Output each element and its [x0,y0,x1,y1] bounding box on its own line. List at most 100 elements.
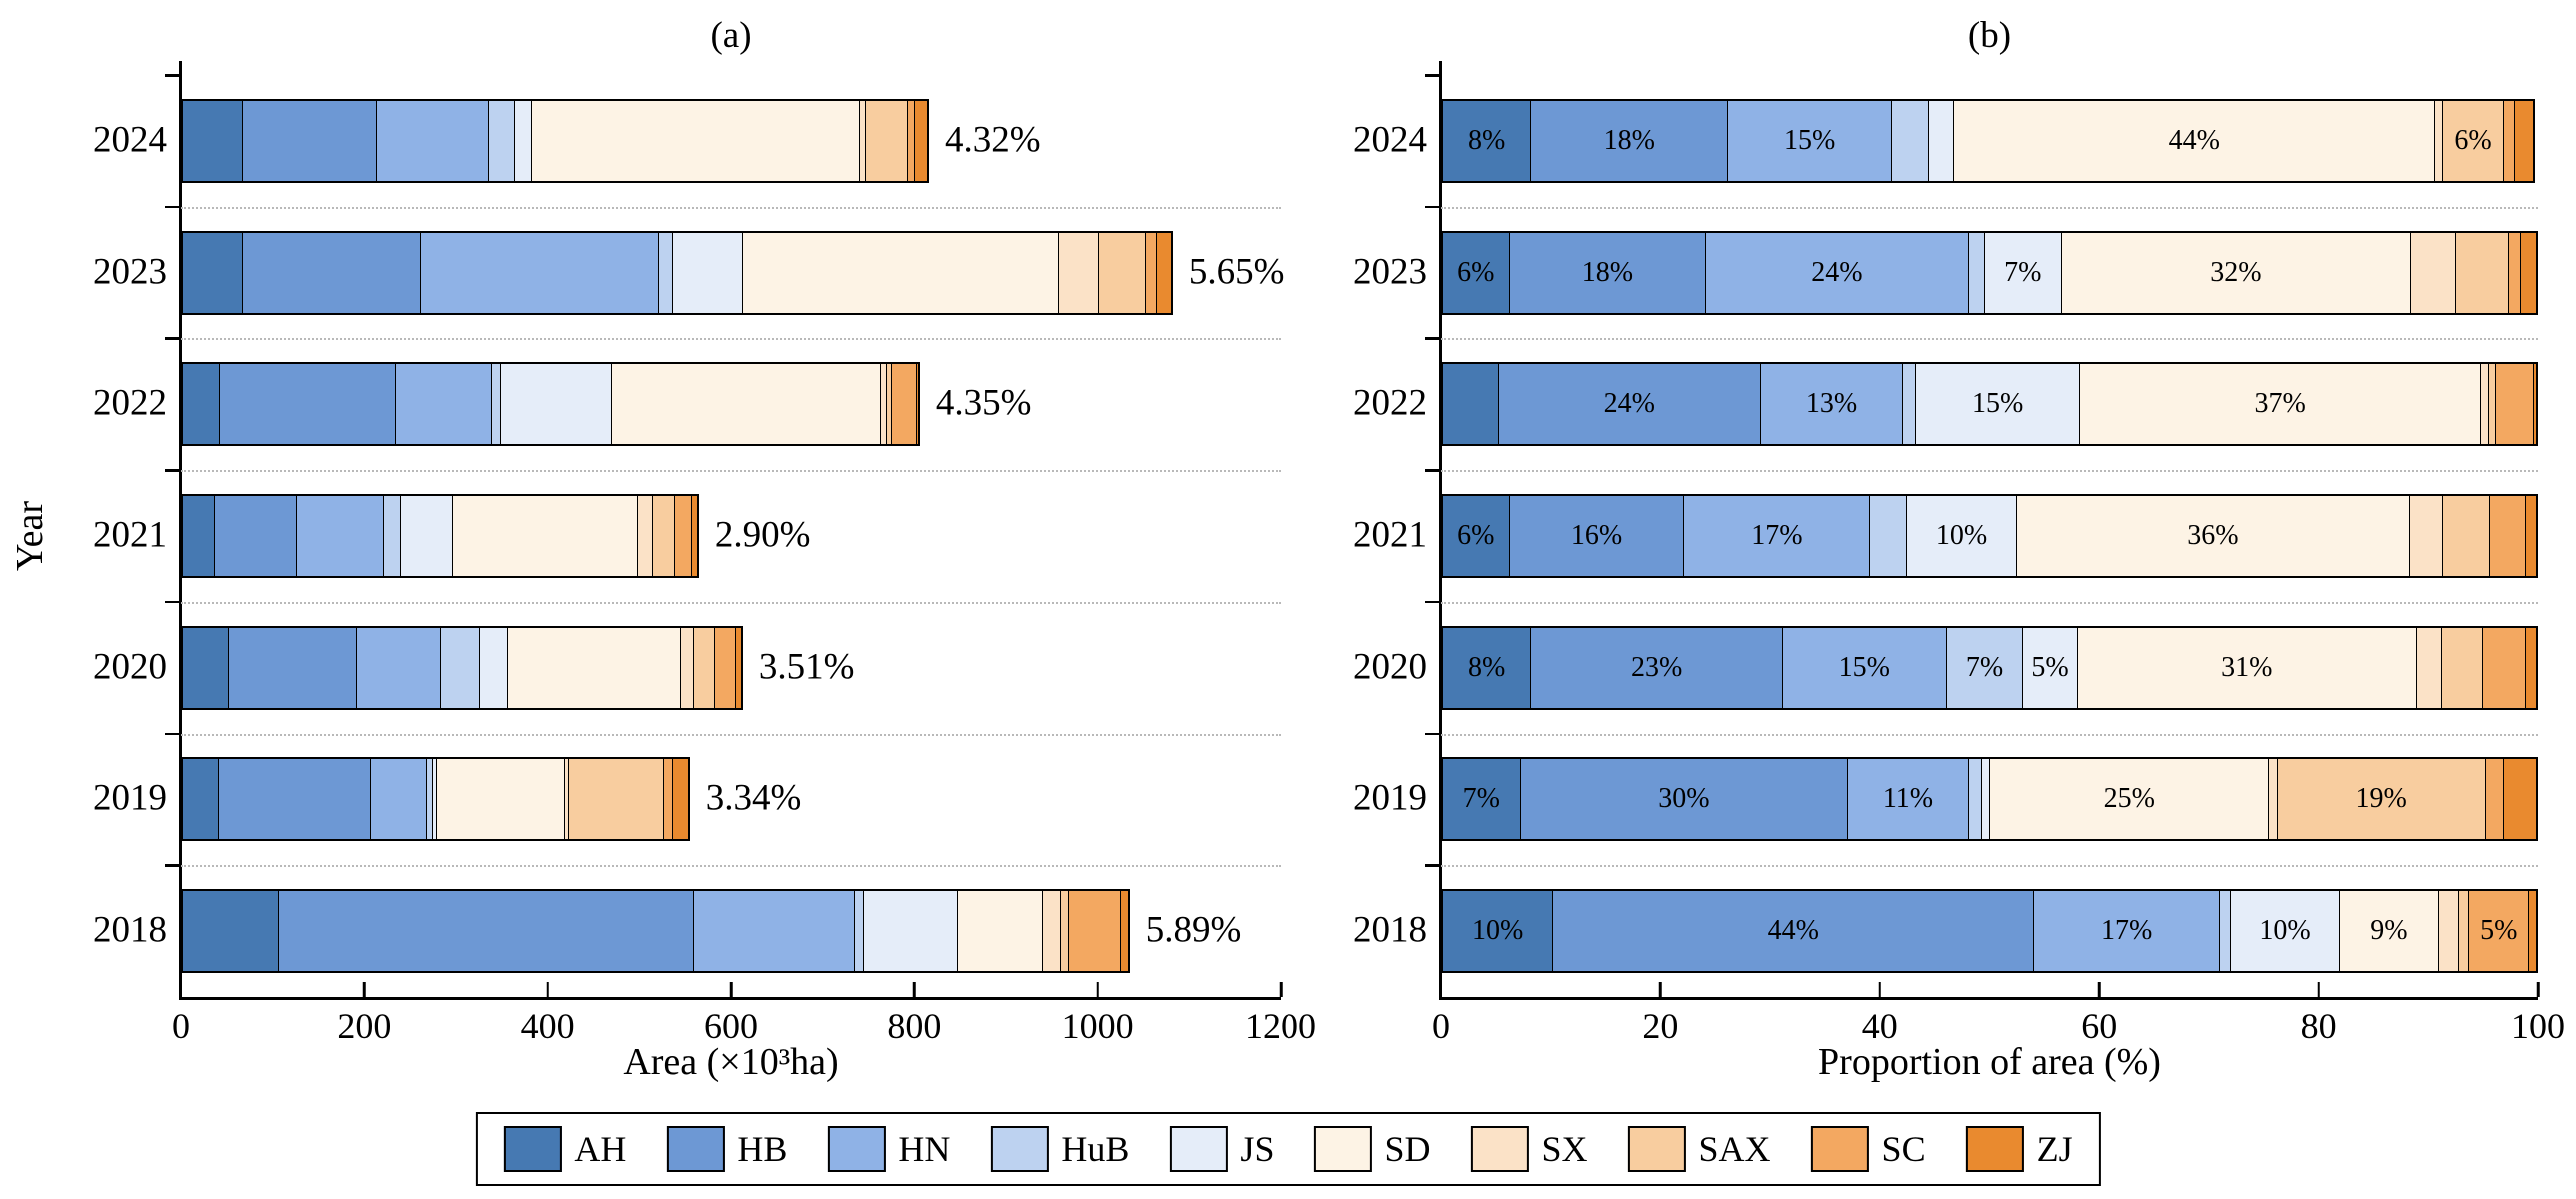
stacked-bar: 7% 30% 11% 25% 19% [1441,757,2538,842]
bar-segment-JS [432,759,436,840]
bar-total-label: 5.89% [1145,909,1242,951]
bar-segment-AH: 8% [1443,100,1531,181]
segment-label: 6% [1457,519,1495,551]
bar-row-2019: 2019 3.34% [93,734,1281,866]
bar-segment-JS [672,232,742,313]
y-axis-title: Year [9,500,51,572]
gridline [1441,733,2538,736]
bar-segment-JS [400,495,453,576]
bar-segment-SD: 37% [2079,364,2481,445]
x-axis-tick [1659,982,1662,997]
bar-segment-SAX: 6% [2441,100,2504,181]
y-axis-tick [1425,469,1441,472]
bar-segment-SAX [692,627,714,708]
segment-label: 32% [2210,256,2262,288]
bar-total-label: 3.51% [758,646,855,688]
bar-segment-HB [213,495,296,576]
year-label: 2020 [93,646,167,688]
bar-segment-HB: 18% [1508,232,1706,313]
panel-b-title: (b) [1967,15,2012,56]
year-label: 2024 [93,119,167,161]
bar-row-2022: 2022 24% 13% 15% 37% [1353,338,2538,470]
segment-label: 37% [2254,388,2306,420]
segment-label: 5% [2031,651,2069,683]
panel-b-plot: 2024 8% 18% 15% 44% 6% 2023 6% 18% 24% 7% 32% 2022 24… [1353,61,2565,1046]
bar-segment-HB [242,100,377,181]
bar-segment-HuB [1902,364,1916,445]
bar-segment-SC [1068,891,1121,972]
y-axis-tick [1425,337,1441,340]
bar-segment-SAX [2455,232,2508,313]
stacked-bar [181,98,929,183]
segment-label: 9% [2370,915,2408,947]
segment-label: 13% [1805,388,1858,420]
bar-segment-JS: 7% [1984,232,2061,313]
y-axis-tick [1425,600,1441,604]
bar-segment-AH [183,891,278,972]
panel-a-x-axis-title: Area (×10³ha) [623,1041,839,1083]
bar-row-2018: 2018 10% 44% 17% 10% 9% 5% [1353,865,2538,997]
bar-segment-SAX: 19% [2276,759,2485,840]
legend-swatch-HuB [990,1126,1049,1172]
bar-segment-HN [376,100,489,181]
stacked-bar: 8% 18% 15% 44% 6% [1441,98,2535,183]
bar-segment-ZJ [2519,232,2536,313]
segment-label: 31% [2221,651,2273,683]
gridline [1441,601,2538,604]
legend-label: JS [1240,1129,1275,1169]
bar-segment-SX [880,364,886,445]
stacked-bar [181,757,690,842]
stacked-bar [181,625,743,710]
stacked-bar: 6% 18% 24% 7% 32% [1441,230,2538,315]
legend-label: SAX [1698,1129,1771,1169]
segment-label: 15% [1783,124,1836,156]
bar-segment-HN: 24% [1705,232,1968,313]
panel-b-left-spine [1439,61,1442,997]
bar-row-2018: 2018 5.89% [93,865,1281,997]
segment-label: 6% [1457,256,1495,288]
legend-label: SX [1541,1129,1588,1169]
bar-total-label: 4.32% [945,119,1041,161]
bar-segment-SD [452,495,637,576]
bar-row-2020: 2020 3.51% [93,602,1281,734]
bar-segment-SX [2480,364,2488,445]
bar-segment-HuB [1967,759,1981,840]
segment-label: 18% [1603,124,1655,156]
bar-segment-SC [663,759,673,840]
bar-row-2023: 2023 6% 18% 24% 7% 32% [1353,207,2538,339]
bar-segment-SC [713,627,736,708]
x-axis-tick-label: 400 [520,1006,575,1046]
bar-segment-AH [183,627,228,708]
x-axis-tick-label: 0 [1432,1006,1450,1046]
segment-label: 10% [1935,519,1988,551]
bar-segment-SD: 32% [2060,232,2411,313]
bar-segment-HN: 11% [1847,759,1968,840]
bar-segment-SAX [885,364,892,445]
year-label: 2020 [1353,646,1427,688]
year-label: 2021 [1353,514,1427,556]
bar-segment-SX [2437,891,2459,972]
bar-segment-JS [1980,759,1990,840]
x-axis-tick [1279,982,1283,997]
y-axis-tick [165,74,181,77]
gridline [1441,865,2538,868]
bar-segment-SC [2484,759,2504,840]
bar-segment-SD: 36% [2015,495,2410,576]
x-axis-tick [2536,982,2540,997]
bar-segment-HuB [657,232,673,313]
bar-segment-ZJ [2528,891,2536,972]
bar-segment-SAX [864,100,907,181]
segment-label: 7% [1965,651,2004,683]
bar-segment-SC: 5% [2468,891,2529,972]
panel-b-x-axis-title: Proportion of area (%) [1818,1041,2161,1083]
legend-swatch-HB [666,1126,725,1172]
bar-segment-HuB [1869,495,1907,576]
bar-segment-HN [355,627,440,708]
x-axis-tick-label: 1200 [1245,1006,1316,1046]
stacked-bar [181,493,699,578]
bar-segment-HuB [1891,100,1929,181]
year-label: 2021 [93,514,167,556]
legend-item-SC: SC [1810,1126,1926,1172]
bar-segment-AH [1443,364,1498,445]
bar-segment-HuB: 7% [1945,627,2023,708]
